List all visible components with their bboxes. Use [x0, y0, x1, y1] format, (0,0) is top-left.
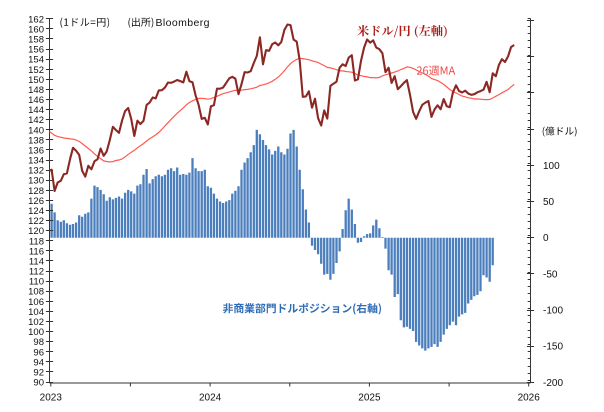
- svg-text:116: 116: [29, 246, 44, 257]
- svg-text:0: 0: [543, 233, 549, 244]
- svg-text:100: 100: [28, 327, 44, 338]
- svg-text:138: 138: [28, 135, 44, 146]
- svg-text:122: 122: [28, 216, 44, 227]
- svg-text:148: 148: [28, 85, 44, 96]
- svg-text:110: 110: [29, 277, 44, 288]
- svg-text:98: 98: [33, 337, 44, 348]
- svg-text:130: 130: [28, 176, 44, 187]
- svg-text:128: 128: [28, 186, 44, 197]
- svg-text:112: 112: [29, 267, 44, 278]
- svg-text:-100: -100: [543, 306, 563, 317]
- svg-text:50: 50: [543, 197, 555, 208]
- svg-text:158: 158: [28, 35, 44, 46]
- svg-text:144: 144: [28, 105, 44, 116]
- svg-text:132: 132: [28, 166, 44, 177]
- svg-text:2024: 2024: [199, 392, 222, 403]
- svg-text:108: 108: [28, 287, 44, 298]
- svg-text:142: 142: [28, 115, 44, 126]
- svg-text:-150: -150: [543, 342, 563, 353]
- svg-text:2023: 2023: [40, 392, 63, 403]
- svg-text:2026: 2026: [518, 392, 541, 403]
- svg-text:106: 106: [28, 297, 44, 308]
- svg-text:162: 162: [28, 14, 44, 25]
- svg-text:Bloomberg: Bloomberg: [156, 17, 210, 29]
- svg-text:114: 114: [29, 257, 44, 268]
- svg-text:104: 104: [28, 307, 44, 318]
- svg-text:140: 140: [28, 125, 44, 136]
- svg-text:160: 160: [28, 24, 44, 35]
- svg-text:124: 124: [28, 206, 44, 217]
- svg-text:100: 100: [543, 161, 560, 172]
- svg-text:118: 118: [29, 236, 44, 247]
- svg-text:136: 136: [28, 146, 44, 157]
- svg-text:152: 152: [28, 65, 44, 76]
- svg-text:-200: -200: [543, 378, 563, 389]
- svg-text:102: 102: [28, 317, 44, 328]
- svg-text:134: 134: [28, 156, 44, 167]
- svg-text:120: 120: [28, 226, 44, 237]
- svg-text:126: 126: [28, 196, 44, 207]
- svg-text:92: 92: [33, 367, 44, 378]
- svg-text:96: 96: [33, 347, 44, 358]
- svg-text:156: 156: [28, 45, 44, 56]
- svg-text:154: 154: [28, 55, 44, 66]
- svg-text:2025: 2025: [358, 392, 381, 403]
- svg-text:146: 146: [28, 95, 44, 106]
- svg-text:94: 94: [33, 357, 44, 368]
- svg-text:90: 90: [33, 378, 44, 389]
- svg-text:150: 150: [28, 75, 44, 86]
- svg-text:-50: -50: [543, 269, 558, 280]
